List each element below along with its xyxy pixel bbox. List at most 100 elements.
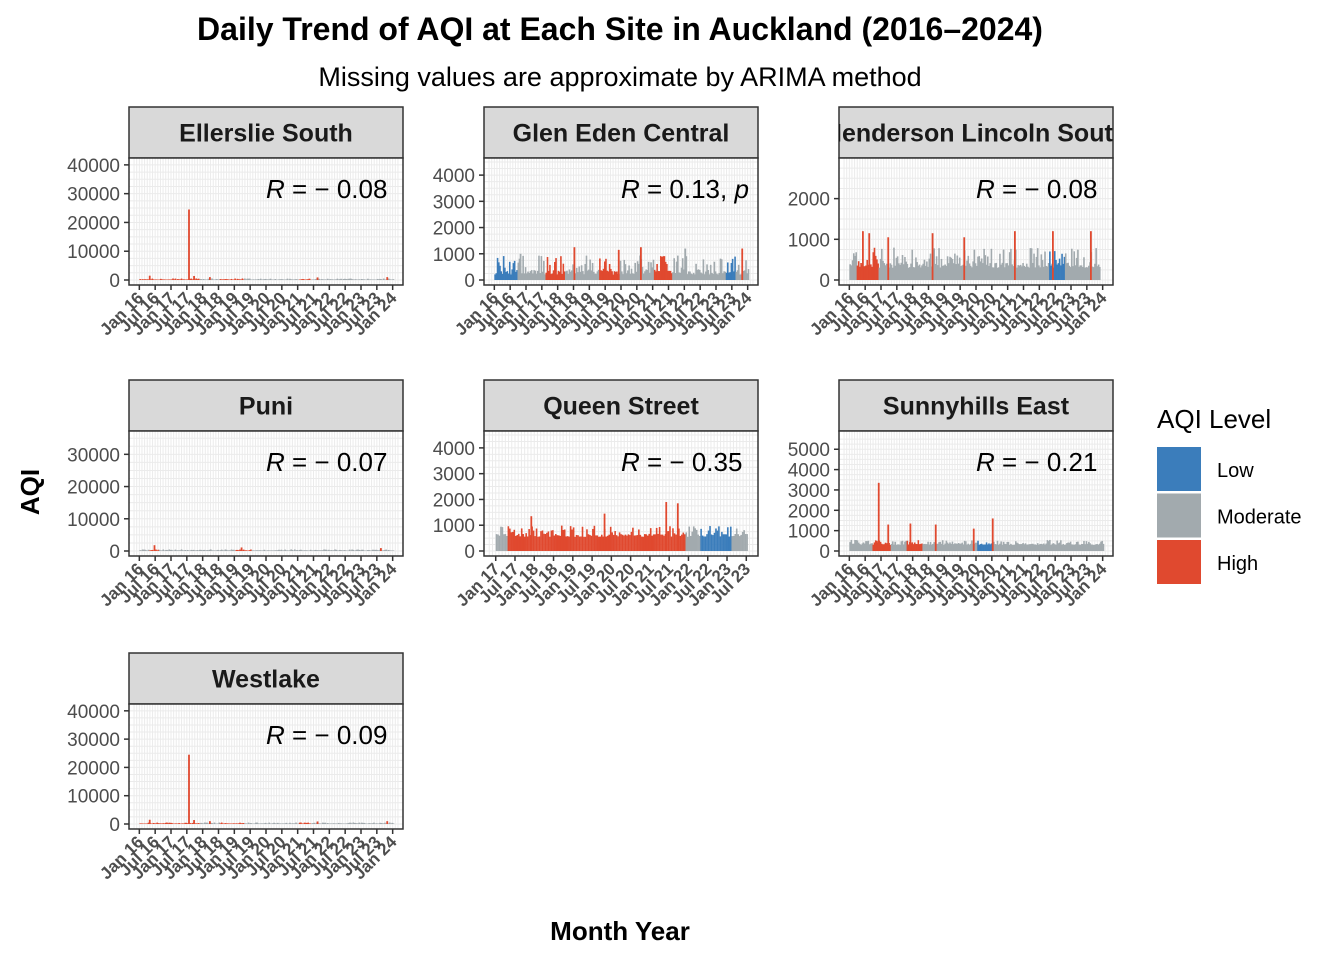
- bar-moderate: [1008, 544, 1011, 551]
- bar-moderate: [857, 542, 860, 551]
- annotation-value: = 0.13,: [640, 174, 735, 204]
- bar-high: [550, 530, 553, 551]
- bar-high: [617, 536, 619, 551]
- bar-high: [228, 279, 230, 280]
- bar-moderate: [359, 823, 362, 824]
- bar-moderate: [506, 535, 508, 551]
- bar-moderate: [230, 549, 233, 551]
- bar-high: [152, 550, 155, 551]
- bar-moderate: [269, 550, 272, 551]
- bar-moderate: [262, 550, 264, 551]
- bar-moderate: [686, 274, 689, 280]
- bar-high: [181, 279, 184, 280]
- bar-moderate: [849, 264, 851, 280]
- bar-moderate: [364, 550, 367, 551]
- bar-low: [701, 535, 704, 551]
- bar-moderate: [1023, 544, 1026, 551]
- bar-high: [876, 259, 878, 280]
- bar-moderate: [582, 271, 584, 280]
- bar-high: [593, 525, 596, 551]
- bar-high: [525, 533, 527, 551]
- bar-high: [606, 270, 608, 280]
- bar-moderate: [993, 267, 995, 280]
- bar-moderate: [1039, 267, 1041, 280]
- bar-moderate: [735, 271, 738, 280]
- bar-moderate: [335, 279, 338, 280]
- bar-high: [581, 526, 584, 551]
- bar-low: [507, 273, 510, 280]
- bar-high: [543, 533, 545, 551]
- bar-high: [661, 256, 663, 280]
- bar-moderate: [257, 823, 260, 824]
- bar-moderate: [270, 823, 273, 824]
- bar-high: [665, 502, 668, 551]
- y-axis-puni: 0 10000 20000 30000: [67, 445, 129, 563]
- bar-high: [303, 279, 306, 280]
- bar-moderate: [207, 550, 210, 551]
- bar-high: [636, 535, 639, 551]
- bar-high: [236, 278, 239, 280]
- bar-moderate: [382, 278, 385, 280]
- bar-moderate: [202, 549, 205, 551]
- bar-moderate: [951, 541, 954, 551]
- bar-moderate: [1001, 544, 1004, 551]
- bar-moderate: [910, 263, 912, 280]
- bar-moderate: [331, 550, 334, 551]
- bar-high: [877, 263, 879, 280]
- bar-moderate: [575, 267, 578, 280]
- bar-high: [600, 534, 603, 551]
- bar-moderate: [285, 550, 288, 551]
- bar-moderate: [695, 263, 697, 280]
- bar-moderate: [253, 823, 256, 824]
- bar-high: [139, 823, 141, 824]
- bar-moderate: [1067, 262, 1069, 280]
- bar-moderate: [982, 263, 984, 280]
- bar-moderate: [1078, 544, 1080, 551]
- bar-moderate: [1083, 257, 1085, 280]
- bar-moderate: [588, 269, 590, 280]
- bar-moderate: [732, 535, 735, 551]
- bar-moderate: [291, 823, 294, 824]
- bar-high: [223, 823, 225, 824]
- bar-moderate: [391, 550, 394, 551]
- bar-moderate: [1016, 267, 1018, 280]
- bar-moderate: [501, 527, 504, 551]
- y-tick-label: 3000: [433, 192, 475, 213]
- bar-low: [502, 256, 505, 280]
- legend-label-high: High: [1217, 553, 1258, 575]
- bar-high: [856, 265, 859, 280]
- bar-moderate: [678, 272, 680, 280]
- bar-high: [227, 823, 229, 824]
- bar-moderate: [218, 279, 221, 280]
- bar-moderate: [625, 273, 628, 280]
- bar-moderate: [709, 264, 712, 280]
- bar-moderate: [941, 540, 944, 551]
- y-tick-label: 1000: [788, 230, 830, 251]
- bar-high: [610, 268, 612, 280]
- bar-high: [608, 263, 611, 280]
- bar-high: [225, 279, 228, 280]
- bar-moderate: [526, 273, 528, 280]
- bar-low: [728, 536, 731, 551]
- bar-moderate: [378, 279, 380, 280]
- bar-moderate: [1007, 265, 1010, 280]
- bar-moderate: [1036, 543, 1039, 551]
- bar-moderate: [1092, 544, 1095, 551]
- bar-high: [872, 252, 875, 280]
- bar-moderate: [199, 549, 201, 551]
- panel-queen-street: Queen Street R = − 0.35 0 1000 2000 3000 4000 J…: [433, 379, 759, 610]
- y-tick-label: 20000: [67, 213, 120, 234]
- bar-moderate: [248, 823, 251, 824]
- bar-low: [712, 535, 714, 551]
- bar-high: [574, 536, 576, 551]
- bar-moderate: [171, 549, 173, 551]
- bar-high: [386, 821, 389, 824]
- bar-moderate: [1095, 544, 1097, 551]
- y-tick-label: 0: [109, 271, 120, 292]
- bar-moderate: [947, 263, 950, 280]
- bar-moderate: [174, 549, 177, 551]
- bar-high: [589, 534, 591, 551]
- bar-high: [552, 530, 554, 551]
- bar-moderate: [255, 279, 257, 280]
- bar-moderate: [870, 543, 872, 551]
